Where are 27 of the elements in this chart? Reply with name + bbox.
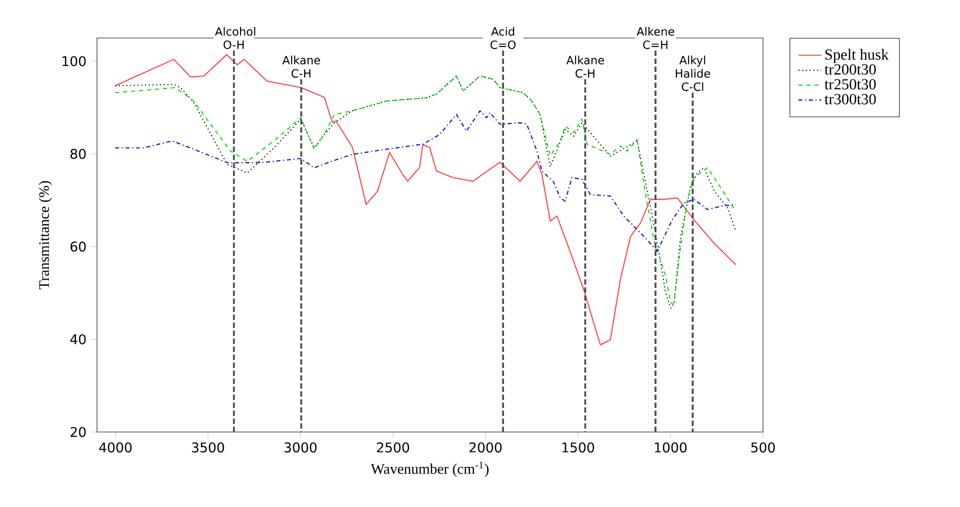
legend-label: tr300t30	[824, 94, 876, 104]
y-tick-label: 20	[70, 426, 86, 438]
line-series	[114, 54, 736, 346]
x-tick-label: 1500	[562, 442, 594, 452]
ref-line-label: Acid C=O	[490, 26, 516, 50]
y-tick-label: 80	[70, 148, 86, 159]
line-series	[114, 110, 736, 252]
x-tick-label: 2000	[470, 442, 502, 452]
legend-label: tr250t30	[824, 79, 876, 90]
y-tick-label: 60	[70, 242, 86, 252]
x-tick-label: 1000	[654, 442, 687, 452]
y-tick-label: 40	[70, 334, 86, 344]
ref-line-label: Alkene C=H	[636, 26, 674, 50]
legend-label: Spelt husk	[825, 48, 889, 63]
x-tick-label: 4000	[99, 442, 132, 452]
y-tick-label: 100	[62, 56, 86, 66]
x-tick-label: 2500	[377, 442, 410, 452]
x-tick-label: 3000	[284, 442, 317, 452]
x-tick-label: 3500	[192, 442, 224, 452]
x-axis-title: Wavenumber (cm$^{-1}$)	[370, 462, 489, 477]
ref-line-label: Alkane C-H	[282, 56, 320, 78]
x-tick-label: 500	[751, 442, 775, 452]
y-axis-title: Transmittance (%)	[38, 181, 52, 290]
ref-line-label: Alkane C-H	[566, 56, 604, 78]
legend-label: tr200t30	[824, 64, 876, 75]
ref-line-label: Alkyl Halide C-Cl	[676, 56, 710, 92]
ref-line-label: Alcohol O-H	[215, 26, 256, 50]
